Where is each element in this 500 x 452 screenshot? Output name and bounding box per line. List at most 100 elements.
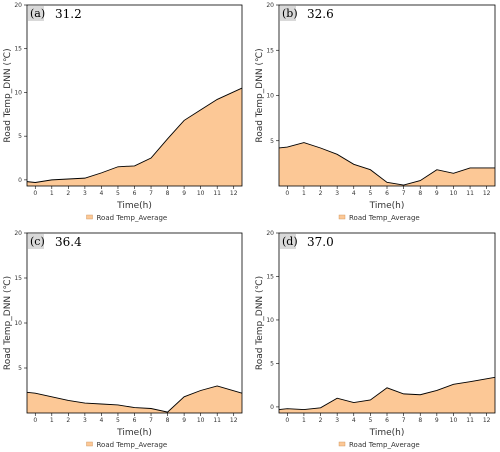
plot-frame xyxy=(26,232,243,414)
legend-swatch xyxy=(86,214,93,220)
y-axis-label: Road Temp_DNN (℃) xyxy=(255,48,265,142)
x-tick-label: 8 xyxy=(418,417,422,424)
y-tick-label: 10 xyxy=(266,93,274,100)
legend-label: Road Temp_Average xyxy=(349,441,420,449)
y-tick-label: 5 xyxy=(18,133,22,140)
y-tick-label: 0 xyxy=(18,177,22,184)
panel-annotation: 32.6 xyxy=(307,7,334,21)
x-tick-label: 7 xyxy=(402,190,406,197)
series-line xyxy=(278,142,495,186)
x-tick-label: 6 xyxy=(133,190,137,197)
x-tick-label: 10 xyxy=(197,190,205,197)
legend-label: Road Temp_Average xyxy=(349,214,420,222)
x-tick-label: 8 xyxy=(418,190,422,197)
y-tick-label: 0 xyxy=(270,404,274,411)
panel-annotation: 36.4 xyxy=(55,235,82,249)
panel-tag: (d) xyxy=(282,235,298,248)
panel-tag: (a) xyxy=(30,7,45,20)
x-tick-label: 4 xyxy=(100,190,104,197)
series-line xyxy=(26,87,243,183)
x-tick-label: 9 xyxy=(182,190,186,197)
x-tick-label: 3 xyxy=(83,417,87,424)
x-tick-label: 6 xyxy=(385,190,389,197)
x-tick-label: 2 xyxy=(319,190,323,197)
panel-tag: (b) xyxy=(282,7,298,20)
area-fill xyxy=(279,377,495,413)
x-tick-label: 1 xyxy=(50,417,54,424)
x-tick-label: 1 xyxy=(302,190,306,197)
y-axis-label: Road Temp_DNN (℃) xyxy=(255,276,265,370)
y-tick-label: 20 xyxy=(266,230,274,237)
x-tick-label: 5 xyxy=(368,190,372,197)
series-line xyxy=(278,376,496,410)
area-fill xyxy=(27,386,242,413)
y-axis-label: Road Temp_DNN (℃) xyxy=(3,48,13,142)
legend-swatch xyxy=(338,214,346,220)
y-tick-label: 10 xyxy=(266,317,274,324)
x-tick-label: 1 xyxy=(302,417,306,424)
x-tick-label: 11 xyxy=(213,417,221,424)
x-axis-label: Time(h) xyxy=(116,428,152,438)
x-tick-label: 7 xyxy=(149,190,153,197)
x-axis-label: Time(h) xyxy=(369,428,405,438)
x-tick-label: 0 xyxy=(285,417,289,424)
x-tick-label: 6 xyxy=(133,417,137,424)
x-tick-label: 10 xyxy=(450,417,458,424)
y-tick-label: 20 xyxy=(266,2,274,9)
x-tick-label: 5 xyxy=(116,190,120,197)
y-tick-label: 5 xyxy=(18,365,22,372)
x-tick-label: 12 xyxy=(230,190,238,197)
x-tick-label: 2 xyxy=(66,417,70,424)
y-tick-label: 5 xyxy=(270,138,274,145)
y-tick-label: 10 xyxy=(14,89,22,96)
x-tick-label: 5 xyxy=(116,417,120,424)
x-tick-label: 3 xyxy=(335,417,339,424)
x-tick-label: 0 xyxy=(285,190,289,197)
x-tick-label: 4 xyxy=(352,417,356,424)
x-axis-label: Time(h) xyxy=(116,201,152,211)
x-tick-label: 9 xyxy=(182,417,186,424)
panel-tag: (c) xyxy=(30,235,45,248)
x-tick-label: 0 xyxy=(33,417,37,424)
panel-tag-box xyxy=(280,234,296,249)
x-tick-label: 8 xyxy=(166,190,170,197)
x-tick-label: 12 xyxy=(483,190,491,197)
panel-annotation: 37.0 xyxy=(307,235,334,249)
x-tick-label: 9 xyxy=(435,417,439,424)
area-fill xyxy=(27,88,242,186)
x-tick-label: 4 xyxy=(100,417,104,424)
x-tick-label: 6 xyxy=(385,417,389,424)
panel-tag-box xyxy=(28,6,44,21)
panel-tag-box xyxy=(28,234,44,249)
legend-swatch xyxy=(338,441,346,447)
x-tick-label: 10 xyxy=(450,190,458,197)
y-tick-label: 15 xyxy=(14,275,22,282)
x-tick-label: 8 xyxy=(166,417,170,424)
x-axis-label: Time(h) xyxy=(369,201,405,211)
x-tick-label: 7 xyxy=(149,417,153,424)
y-tick-label: 10 xyxy=(14,320,22,327)
y-axis-label: Road Temp_DNN (℃) xyxy=(3,276,13,370)
y-tick-label: 15 xyxy=(266,273,274,280)
y-tick-label: 15 xyxy=(266,47,274,54)
panel-annotation: 31.2 xyxy=(55,7,82,21)
x-tick-label: 3 xyxy=(335,190,339,197)
x-tick-label: 1 xyxy=(50,190,54,197)
x-tick-label: 4 xyxy=(352,190,356,197)
y-tick-label: 20 xyxy=(14,230,22,237)
x-tick-label: 7 xyxy=(402,417,406,424)
x-tick-label: 11 xyxy=(466,190,474,197)
x-tick-label: 3 xyxy=(83,190,87,197)
x-tick-label: 2 xyxy=(319,417,323,424)
series-line xyxy=(26,385,243,413)
panel-tag-box xyxy=(280,6,296,21)
x-tick-label: 9 xyxy=(435,190,439,197)
area-fill xyxy=(279,142,495,186)
x-tick-label: 11 xyxy=(466,417,474,424)
